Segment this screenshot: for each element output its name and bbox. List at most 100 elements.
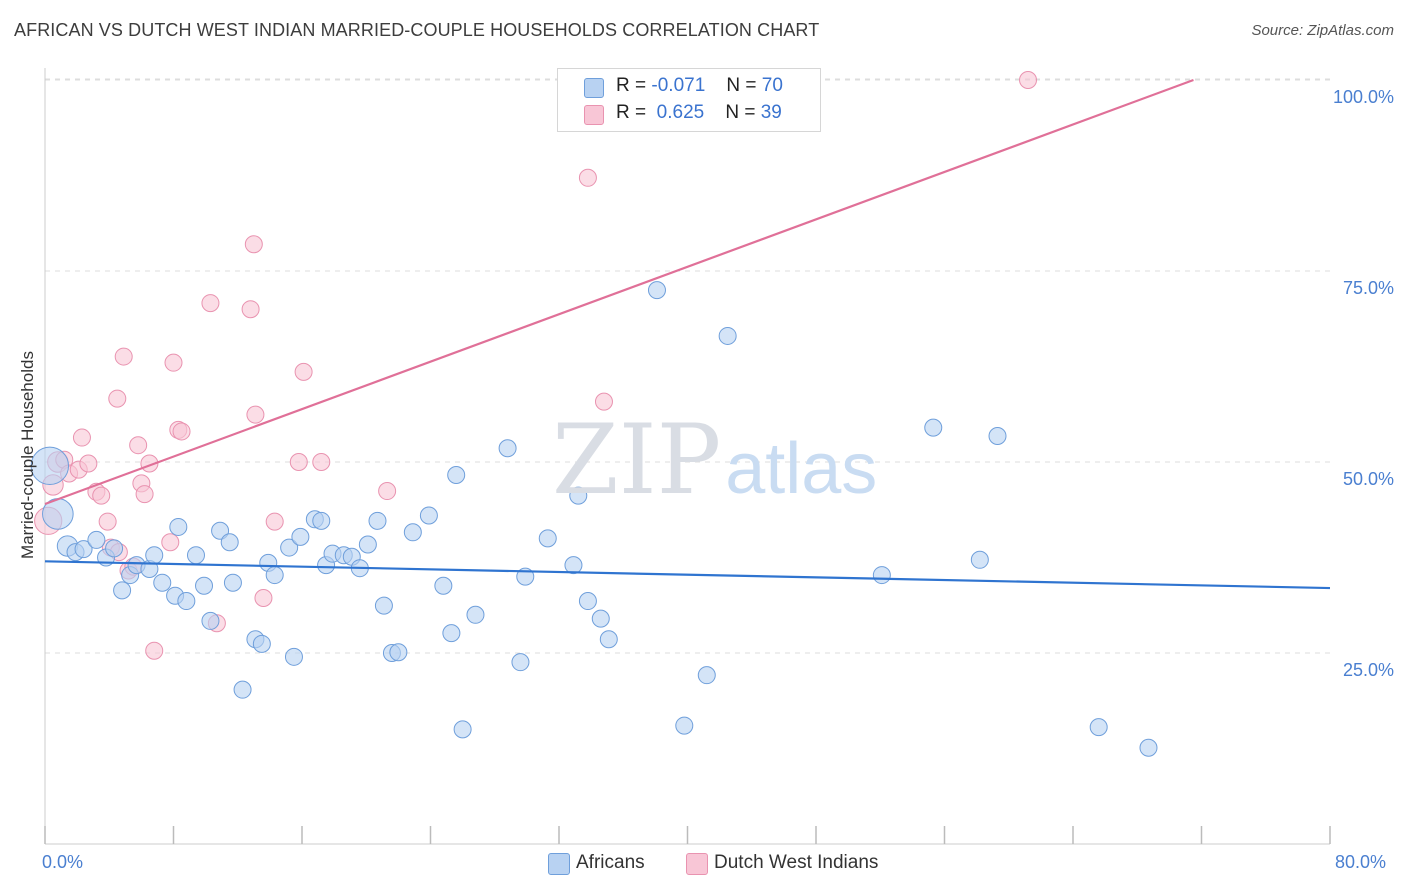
african-point bbox=[211, 521, 230, 540]
dutch-west-indian-point bbox=[289, 453, 308, 471]
african-point bbox=[113, 581, 132, 600]
african-point bbox=[419, 506, 438, 525]
african-point bbox=[1139, 738, 1158, 757]
blue-swatch bbox=[548, 853, 570, 875]
african-point bbox=[970, 550, 989, 569]
african-point bbox=[374, 596, 393, 615]
african-point bbox=[145, 546, 164, 565]
african-point bbox=[453, 720, 472, 739]
african-point bbox=[105, 539, 124, 558]
pink-swatch bbox=[686, 853, 708, 875]
african-point bbox=[564, 556, 583, 575]
african-point bbox=[312, 511, 331, 530]
legend-label: Dutch West Indians bbox=[714, 852, 879, 873]
african-point bbox=[498, 439, 517, 458]
dutch-west-indian-point bbox=[265, 512, 284, 531]
african-point bbox=[924, 418, 943, 437]
african-point bbox=[511, 653, 530, 672]
african-point bbox=[74, 540, 93, 559]
dutch-west-indian-point bbox=[129, 436, 148, 455]
african-point bbox=[403, 523, 422, 542]
african-point bbox=[466, 605, 485, 624]
trend-lines bbox=[44, 78, 1331, 590]
dutch-west-indians-trend-line bbox=[44, 78, 1194, 506]
gridlines bbox=[45, 78, 1330, 654]
dutch-west-indian-point bbox=[114, 347, 133, 366]
african-point bbox=[434, 576, 453, 595]
dutch-west-indian-point bbox=[145, 641, 164, 660]
n-value: 70 bbox=[761, 75, 783, 96]
dutch-west-indian-point bbox=[294, 362, 313, 381]
pink-swatch bbox=[584, 105, 604, 125]
dutch-west-indian-point bbox=[161, 533, 180, 552]
african-point bbox=[291, 527, 310, 546]
african-point bbox=[718, 326, 737, 345]
dutch-west-indian-point bbox=[164, 353, 183, 372]
dutch-west-indian-point bbox=[246, 405, 265, 424]
african-point bbox=[538, 529, 557, 548]
africans-points bbox=[30, 281, 1158, 757]
african-point bbox=[442, 624, 461, 643]
dutch-west-indian-point bbox=[378, 482, 397, 501]
r-value: 0.625 bbox=[656, 102, 705, 123]
african-point bbox=[195, 576, 214, 595]
african-point bbox=[177, 592, 196, 611]
x-tick-label: 80.0% bbox=[1335, 852, 1387, 872]
africans-trend-line bbox=[44, 560, 1331, 590]
african-point bbox=[265, 566, 284, 585]
african-point bbox=[30, 446, 70, 486]
african-point bbox=[252, 634, 271, 653]
african-point bbox=[988, 427, 1007, 446]
y-tick-label: 100.0% bbox=[1332, 87, 1394, 107]
african-point bbox=[569, 486, 588, 505]
african-point bbox=[153, 573, 172, 592]
dutch-west-indian-point bbox=[1019, 71, 1038, 89]
r-value: -0.071 bbox=[651, 75, 706, 96]
african-point bbox=[872, 566, 891, 585]
dutch-west-indian-point bbox=[578, 168, 597, 187]
watermark: ZIPatlas bbox=[552, 404, 878, 516]
n-label: N = bbox=[726, 75, 757, 96]
african-point bbox=[697, 666, 716, 685]
african-point bbox=[447, 465, 466, 484]
african-point bbox=[599, 630, 618, 649]
african-point bbox=[233, 680, 252, 699]
african-point bbox=[675, 716, 694, 735]
african-point bbox=[223, 573, 242, 592]
dutch-west-indian-point bbox=[172, 422, 191, 441]
african-point bbox=[591, 609, 610, 628]
african-point bbox=[280, 538, 299, 557]
african-point bbox=[578, 592, 597, 611]
y-axis-label: Married-couple Households bbox=[18, 351, 37, 559]
r-label: R = bbox=[616, 102, 647, 123]
chart-title: AFRICAN VS DUTCH WEST INDIAN MARRIED-COU… bbox=[14, 20, 820, 40]
dutch-west-indian-point bbox=[312, 453, 331, 471]
african-point bbox=[87, 530, 106, 549]
african-point bbox=[186, 546, 205, 565]
y-tick-label: 50.0% bbox=[1342, 469, 1394, 489]
n-value: 39 bbox=[760, 102, 782, 123]
african-point bbox=[389, 643, 408, 662]
african-point bbox=[368, 511, 387, 530]
african-point bbox=[284, 647, 303, 666]
n-label: N = bbox=[725, 102, 756, 123]
x-tick-label: 0.0% bbox=[42, 852, 84, 872]
dutch-west-indian-point bbox=[594, 392, 613, 411]
source-label: Source: ZipAtlas.com bbox=[1251, 22, 1394, 39]
african-point bbox=[169, 517, 188, 536]
dutch-west-indian-point bbox=[79, 454, 98, 473]
r-label: R = bbox=[616, 75, 647, 96]
legend-label: Africans bbox=[576, 852, 645, 873]
dutch-west-indian-point bbox=[201, 294, 220, 313]
dutch-west-indian-point bbox=[108, 389, 127, 408]
dutch-west-indian-point bbox=[92, 486, 111, 505]
blue-swatch bbox=[584, 78, 604, 98]
correlation-legend: R = -0.071 N = 70 R = 0.625 N = 39 bbox=[557, 68, 821, 132]
dutch-west-indian-point bbox=[98, 512, 117, 531]
dutch-west-indian-point bbox=[72, 428, 91, 447]
african-point bbox=[358, 535, 377, 554]
y-tick-label: 25.0% bbox=[1342, 660, 1394, 680]
african-point bbox=[201, 611, 220, 630]
african-point bbox=[647, 281, 666, 300]
